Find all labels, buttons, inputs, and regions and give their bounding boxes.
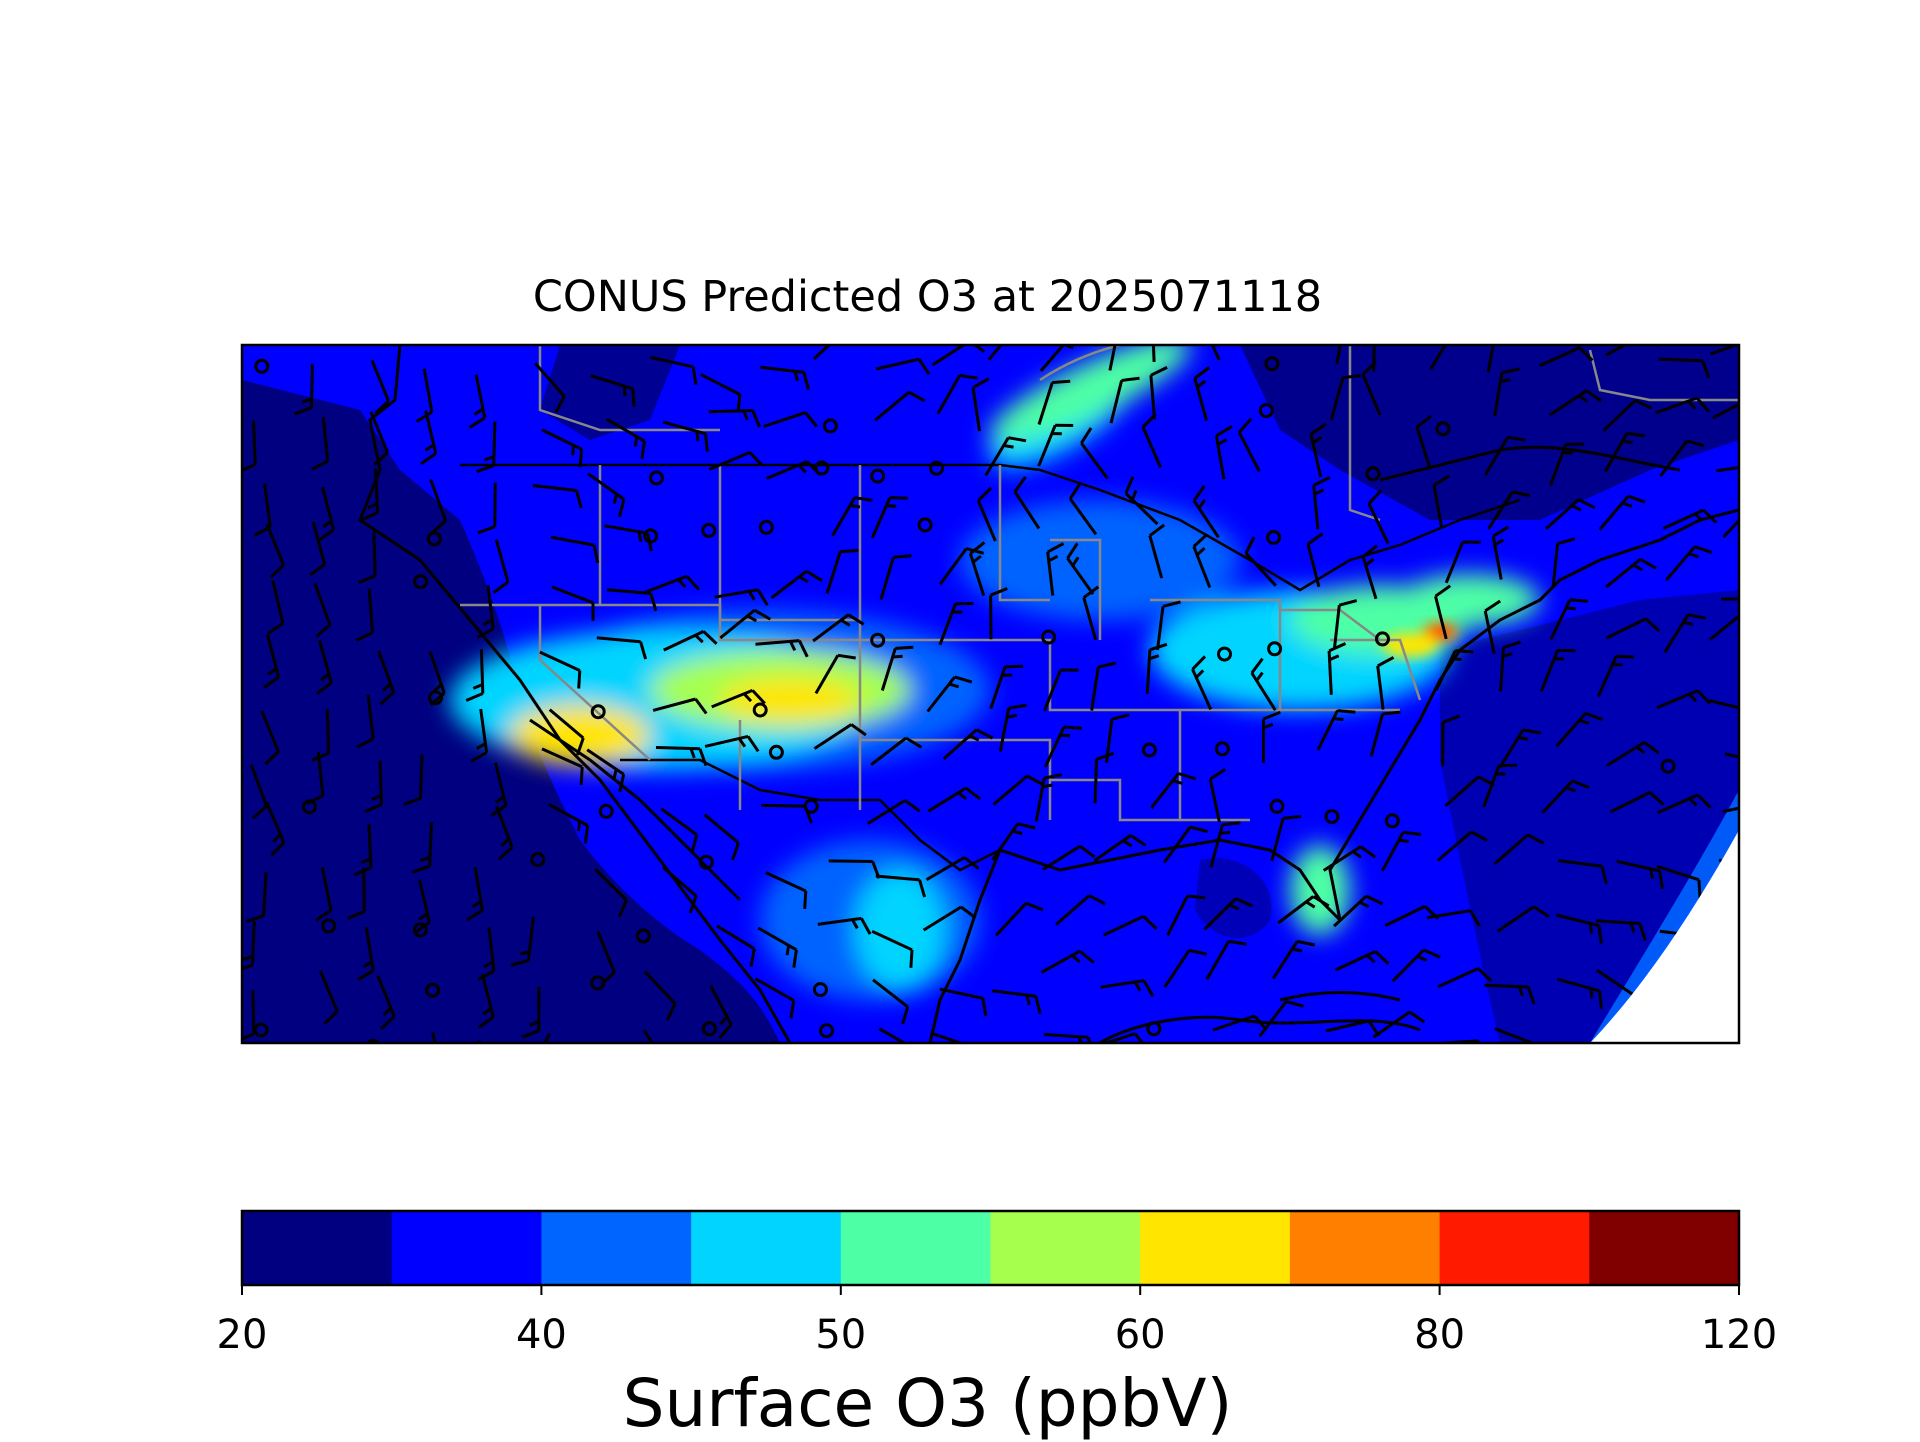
colorbar-tick-label: 40 [516,1312,567,1358]
colorbar-segment [841,1211,991,1285]
colorbar-tick-label: 20 [217,1312,268,1358]
colorbar-segment [1140,1211,1290,1285]
o3-area-colorado [720,678,860,722]
colorbar-label: Surface O3 (ppbV) [0,1365,1855,1442]
o3-area-pa [1382,633,1438,657]
wind-barb [604,1047,619,1100]
colorbar [242,1211,1740,1295]
wind-barb [295,1043,313,1093]
colorbar-tick-label: 60 [1115,1312,1166,1358]
colorbar-segment [541,1211,691,1285]
colorbar-segment [991,1211,1141,1285]
wind-barb [1612,1043,1644,1090]
wind-barb [994,1046,1045,1063]
colorbar-segment [242,1211,392,1285]
colorbar-tick-label: 50 [815,1312,866,1358]
colorbar-tick-label: 80 [1414,1312,1465,1358]
colorbar-segment [1440,1211,1590,1285]
wind-barb [1552,1043,1588,1086]
colorbar-segment [392,1211,542,1285]
map-area [236,307,1776,1100]
colorbar-segment [1290,1211,1440,1285]
wind-barb [773,1042,807,1087]
colorbar-segment [691,1211,841,1285]
colorbar-segment [1589,1211,1739,1285]
wind-barb [471,1040,487,1093]
o3-area-northeast [1400,574,1540,626]
colorbar-tick-label: 120 [1701,1312,1777,1358]
